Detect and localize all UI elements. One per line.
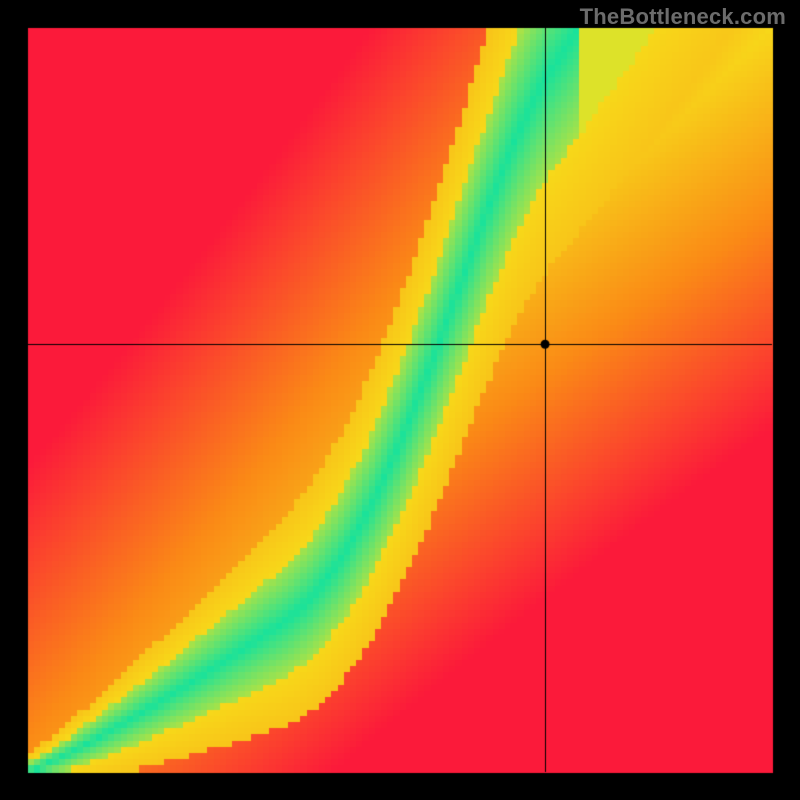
watermark-text: TheBottleneck.com: [580, 4, 786, 30]
chart-container: TheBottleneck.com: [0, 0, 800, 800]
bottleneck-heatmap-canvas: [0, 0, 800, 800]
